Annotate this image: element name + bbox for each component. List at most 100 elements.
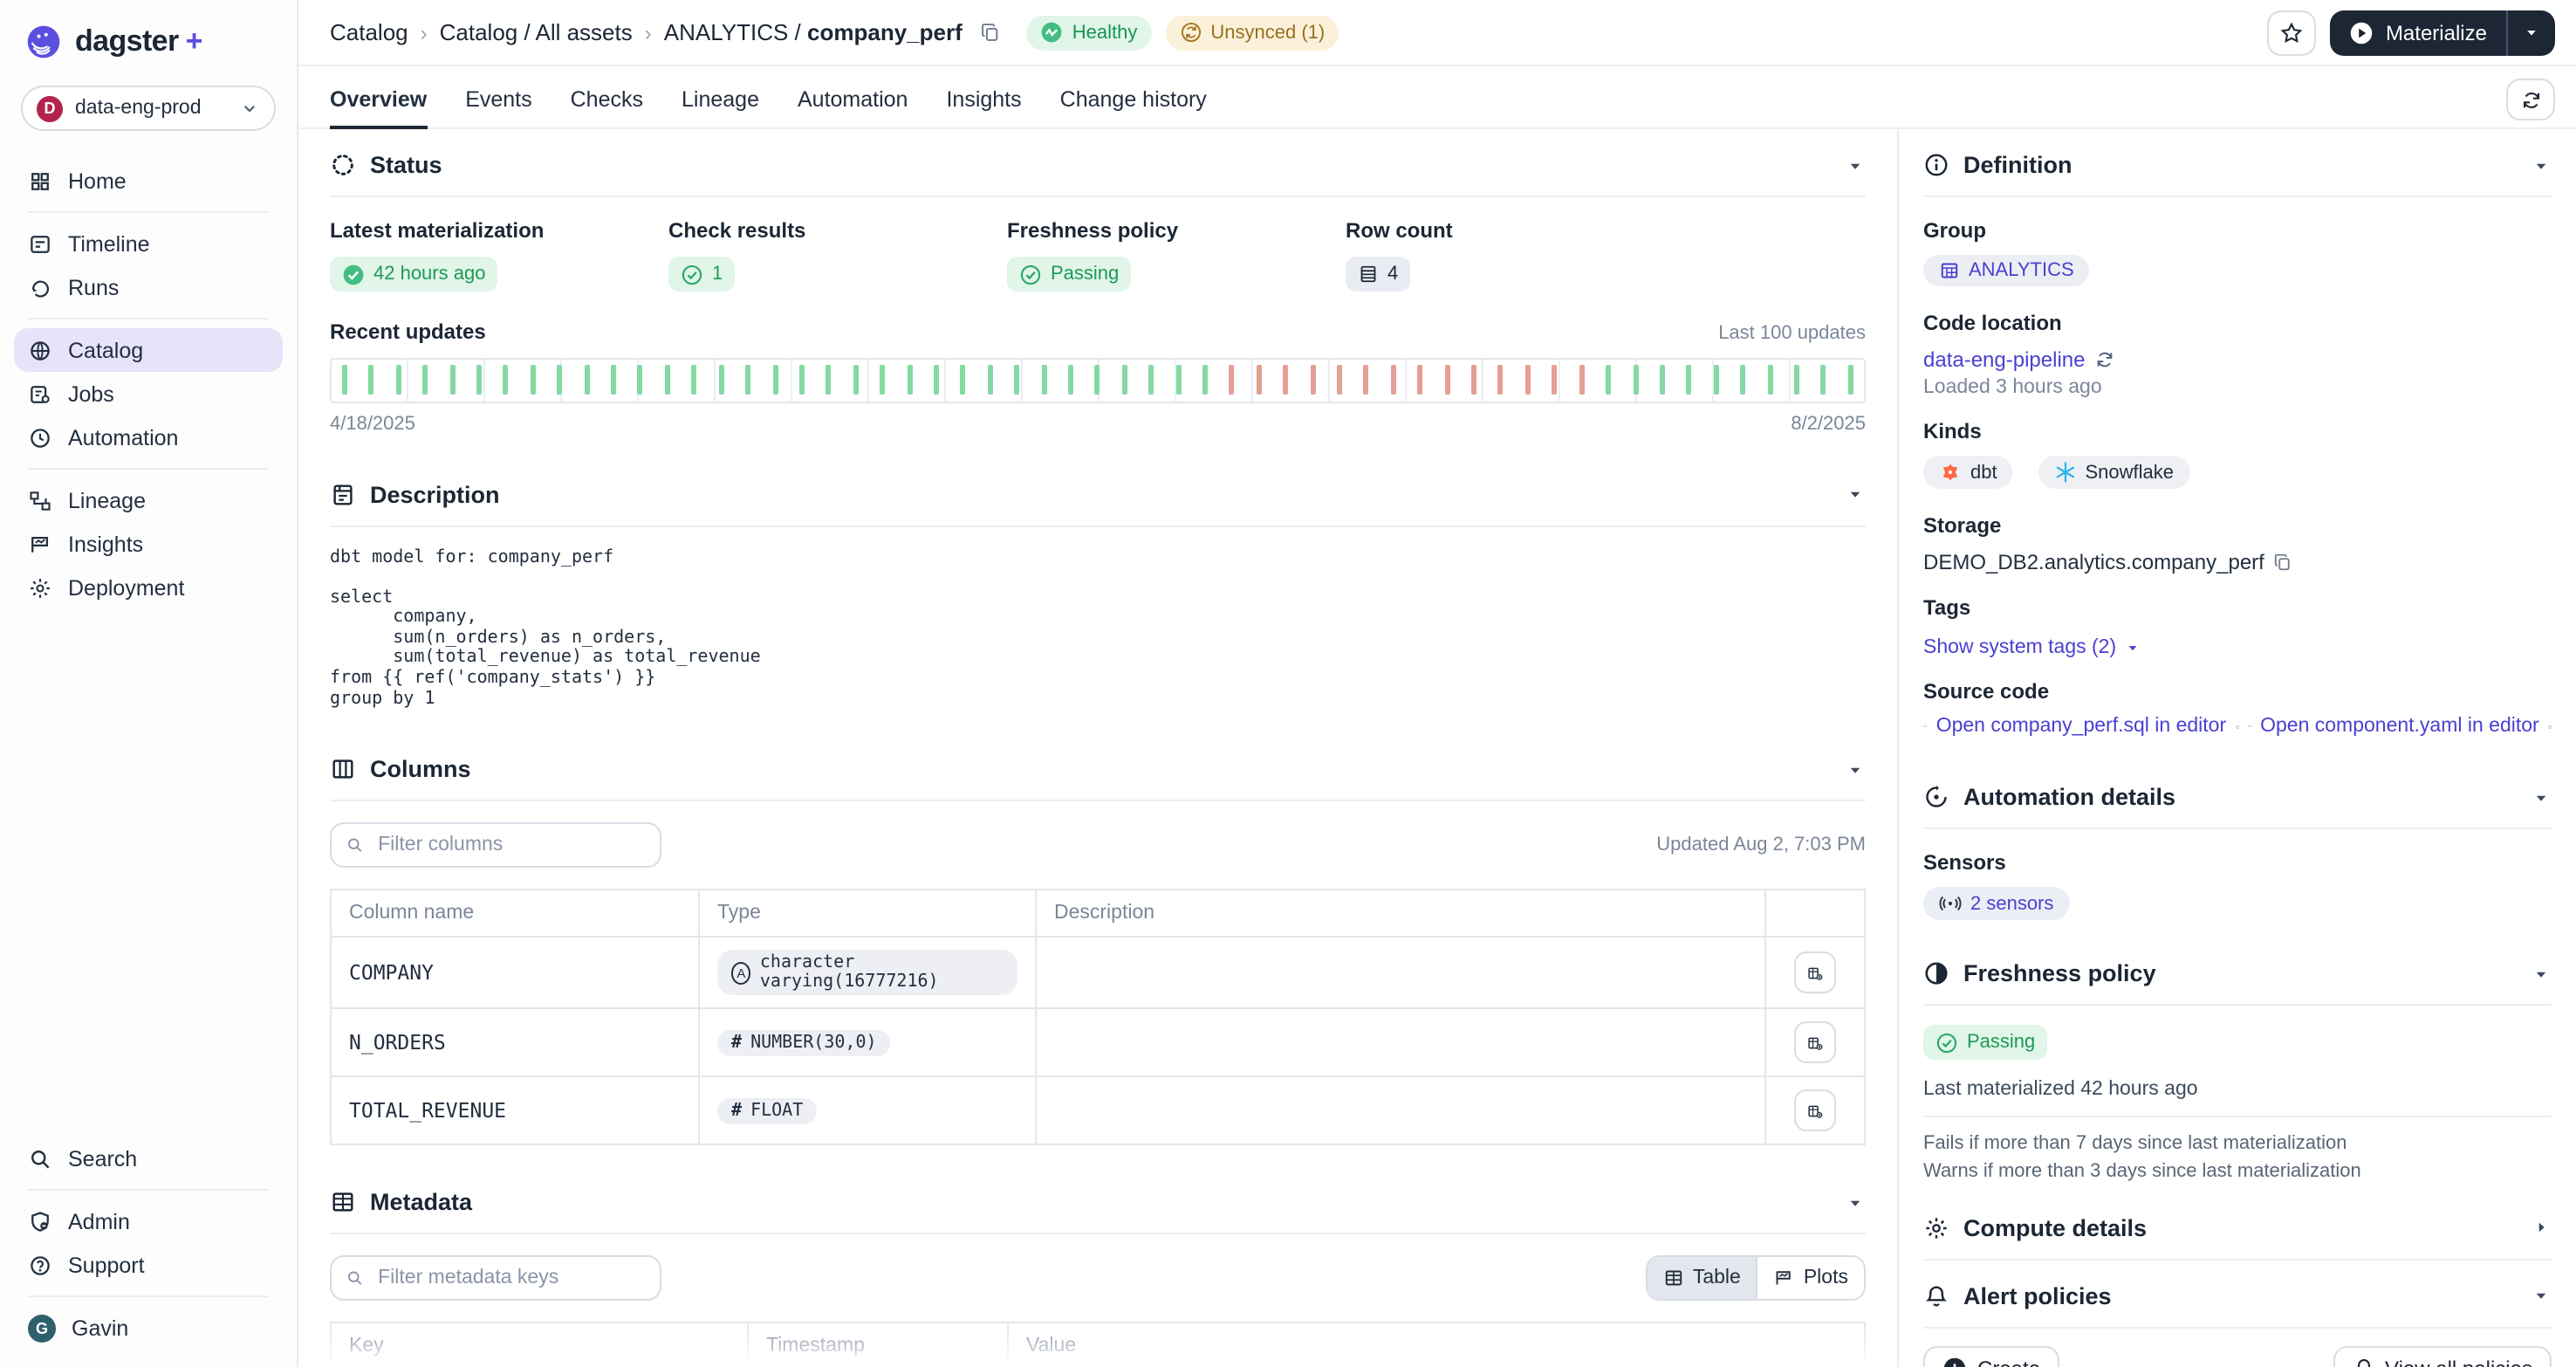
sidebar-item-user[interactable]: G Gavin xyxy=(14,1306,283,1350)
collapse-caret-icon[interactable] xyxy=(2531,963,2552,984)
update-bar-failed[interactable] xyxy=(1444,365,1450,395)
update-bar-success[interactable] xyxy=(611,365,617,395)
sidebar-item-deployment[interactable]: Deployment xyxy=(14,566,283,609)
favorite-button[interactable] xyxy=(2266,10,2316,55)
copy-asset-name-button[interactable] xyxy=(973,21,1010,44)
update-bar-success[interactable] xyxy=(1148,365,1154,395)
update-bar-success[interactable] xyxy=(503,365,509,395)
metadata-filter-input[interactable] xyxy=(374,1266,646,1291)
breadcrumb-catalog[interactable]: Catalog xyxy=(330,19,408,45)
collapse-caret-icon[interactable] xyxy=(2531,1285,2552,1306)
update-bar-success[interactable] xyxy=(1793,365,1799,395)
update-bar-success[interactable] xyxy=(1633,365,1638,395)
expand-caret-icon[interactable] xyxy=(2531,1217,2552,1238)
reload-icon[interactable] xyxy=(2094,349,2115,370)
column-lineage-button[interactable] xyxy=(1794,1021,1836,1064)
update-bar-success[interactable] xyxy=(1659,365,1665,395)
update-bar-success[interactable] xyxy=(798,365,805,395)
sidebar-item-home[interactable]: Home xyxy=(14,159,283,203)
update-bar-success[interactable] xyxy=(584,365,590,395)
update-bar-success[interactable] xyxy=(933,365,939,395)
update-bar-success[interactable] xyxy=(1041,365,1047,395)
update-bar-failed[interactable] xyxy=(1390,365,1396,395)
update-bar-success[interactable] xyxy=(907,365,913,395)
columns-section-header[interactable]: Columns xyxy=(330,734,1866,802)
materialize-main[interactable]: Materialize xyxy=(2330,20,2506,45)
tab-overview[interactable]: Overview xyxy=(330,87,427,129)
health-badge[interactable]: Healthy xyxy=(1026,15,1152,50)
open-sql-link[interactable]: Open company_perf.sql in editor xyxy=(1935,716,2227,737)
tab-lineage[interactable]: Lineage xyxy=(682,87,759,112)
sidebar-item-lineage[interactable]: Lineage xyxy=(14,478,283,522)
update-bar-success[interactable] xyxy=(1686,365,1692,395)
update-bar-failed[interactable] xyxy=(1524,365,1531,395)
tab-automation[interactable]: Automation xyxy=(798,87,908,112)
update-bar-success[interactable] xyxy=(1847,365,1853,395)
column-lineage-button[interactable] xyxy=(1794,951,1836,994)
sidebar-item-jobs[interactable]: Jobs xyxy=(14,372,283,416)
asset-path[interactable]: ANALYTICS / company_perf xyxy=(664,19,963,45)
update-bar-success[interactable] xyxy=(557,365,563,395)
columns-filter[interactable] xyxy=(330,822,661,869)
latest-materialization-badge[interactable]: 42 hours ago xyxy=(330,257,498,292)
freshness-badge[interactable]: Passing xyxy=(1007,257,1132,292)
update-bar-success[interactable] xyxy=(1820,365,1826,395)
sidebar-item-timeline[interactable]: Timeline xyxy=(14,222,283,265)
status-section-header[interactable]: Status xyxy=(330,129,1866,197)
update-bar-success[interactable] xyxy=(664,365,670,395)
alert-policies-section-header[interactable]: Alert policies xyxy=(1923,1260,2552,1328)
copy-icon[interactable] xyxy=(2273,552,2294,573)
deployment-selector[interactable]: D data-eng-prod xyxy=(21,86,276,131)
collapse-caret-icon[interactable] xyxy=(2531,787,2552,807)
update-bar-success[interactable] xyxy=(1767,365,1773,395)
update-bar-failed[interactable] xyxy=(1256,365,1262,395)
update-bar-failed[interactable] xyxy=(1471,365,1477,395)
sensors-badge[interactable]: 2 sensors xyxy=(1923,887,2070,920)
tab-insights[interactable]: Insights xyxy=(946,87,1022,112)
update-bar-success[interactable] xyxy=(476,365,483,395)
metadata-section-header[interactable]: Metadata xyxy=(330,1167,1866,1235)
row-count-badge[interactable]: 4 xyxy=(1346,257,1411,292)
sidebar-item-insights[interactable]: Insights xyxy=(14,522,283,566)
columns-filter-input[interactable] xyxy=(374,833,646,858)
sidebar-item-catalog[interactable]: Catalog xyxy=(14,328,283,372)
view-all-policies-button[interactable]: View all policies xyxy=(2333,1345,2552,1367)
dagster-logo[interactable]: dagster + xyxy=(0,0,297,79)
update-bar-success[interactable] xyxy=(422,365,428,395)
update-bar-failed[interactable] xyxy=(1337,365,1343,395)
update-bar-success[interactable] xyxy=(853,365,859,395)
update-bar-success[interactable] xyxy=(745,365,751,395)
compute-details-section-header[interactable]: Compute details xyxy=(1923,1192,2552,1260)
update-bar-success[interactable] xyxy=(368,365,374,395)
sidebar-item-runs[interactable]: Runs xyxy=(14,265,283,309)
open-yaml-link[interactable]: Open component.yaml in editor xyxy=(2260,716,2539,737)
kind-badge-dbt[interactable]: dbt xyxy=(1923,456,2013,489)
refresh-button[interactable] xyxy=(2506,79,2555,120)
recent-updates-strip[interactable] xyxy=(330,357,1866,402)
breadcrumb-all-assets[interactable]: Catalog / All assets xyxy=(439,19,633,45)
update-bar-success[interactable] xyxy=(1606,365,1612,395)
update-bar-success[interactable] xyxy=(1175,365,1182,395)
collapse-caret-icon[interactable] xyxy=(1845,759,1866,780)
update-bar-failed[interactable] xyxy=(1283,365,1289,395)
update-bar-success[interactable] xyxy=(718,365,724,395)
update-bar-failed[interactable] xyxy=(1229,365,1235,395)
sidebar-item-admin[interactable]: Admin xyxy=(14,1199,283,1243)
collapse-caret-icon[interactable] xyxy=(1845,484,1866,505)
update-bar-success[interactable] xyxy=(691,365,697,395)
materialize-button[interactable]: Materialize xyxy=(2329,10,2555,55)
update-bar-success[interactable] xyxy=(880,365,886,395)
unsynced-badge[interactable]: Unsynced (1) xyxy=(1165,15,1339,50)
sidebar-item-automation[interactable]: Automation xyxy=(14,416,283,459)
update-bar-failed[interactable] xyxy=(1497,365,1504,395)
metadata-filter[interactable] xyxy=(330,1255,661,1302)
update-bar-success[interactable] xyxy=(1067,365,1073,395)
create-alert-button[interactable]: Create xyxy=(1923,1345,2060,1367)
toggle-plots-view[interactable]: Plots xyxy=(1756,1257,1864,1300)
code-location-link[interactable]: data-eng-pipeline xyxy=(1923,347,2086,372)
update-bar-failed[interactable] xyxy=(1417,365,1423,395)
definition-section-header[interactable]: Definition xyxy=(1923,129,2552,197)
update-bar-success[interactable] xyxy=(637,365,643,395)
update-bar-success[interactable] xyxy=(960,365,966,395)
toggle-table-view[interactable]: Table xyxy=(1647,1257,1757,1300)
